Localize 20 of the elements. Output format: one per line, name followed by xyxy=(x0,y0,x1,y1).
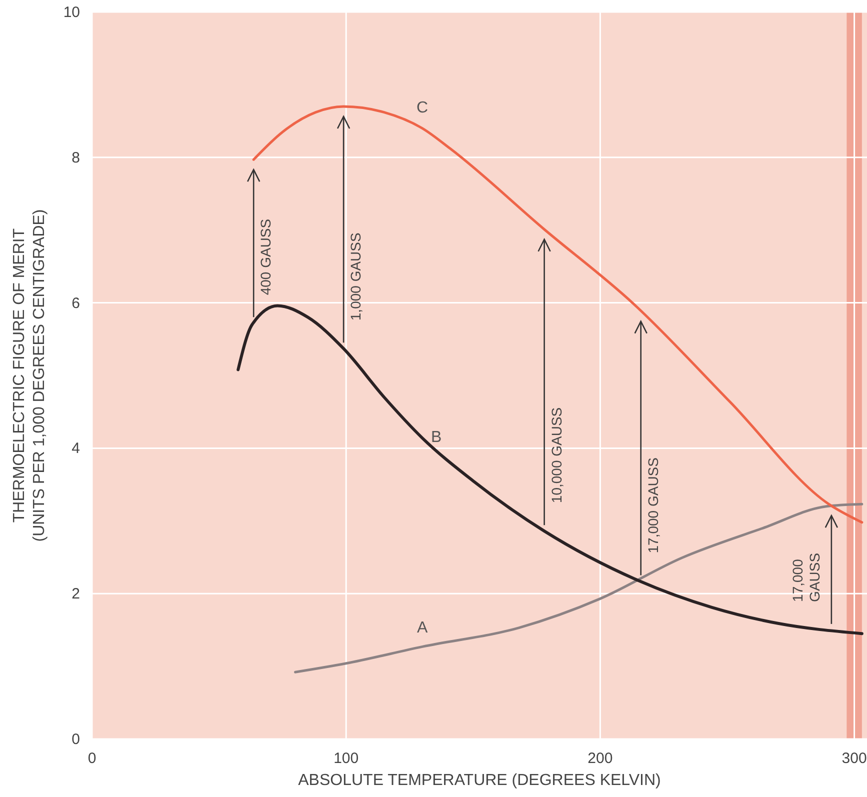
y-axis-title: THERMOELECTRIC FIGURE OF MERIT (UNITS PER 1,000 DEGREES CENTIGRADE) xyxy=(11,209,48,542)
annotation: 1,000 GAUSS xyxy=(348,232,364,321)
series-label: B xyxy=(430,429,442,446)
x-axis-title: ABSOLUTE TEMPERATURE (DEGREES KELVIN) xyxy=(298,772,661,789)
series-label: A xyxy=(416,620,428,637)
y-tick-label: 6 xyxy=(72,294,80,312)
annotation: 17,000 GAUSS xyxy=(789,552,822,602)
y-tick-label: 2 xyxy=(72,586,80,603)
y-tick-label: 0 xyxy=(72,731,80,748)
annotation: 17,000 GAUSS xyxy=(644,458,661,554)
y-tick-label: 4 xyxy=(72,440,80,458)
y-tick-label: 8 xyxy=(72,149,80,166)
x-tick-label: 100 xyxy=(334,750,359,767)
x-tick-label: 200 xyxy=(588,750,613,767)
series-label: C xyxy=(416,99,428,116)
y-tick-label: 10 xyxy=(63,4,80,21)
x-tick-label: 0 xyxy=(88,750,96,767)
annotation: 400 GAUSS xyxy=(258,218,274,296)
annotation: 10,000 GAUSS xyxy=(548,407,564,504)
x-tick-label: 300 xyxy=(842,750,867,767)
